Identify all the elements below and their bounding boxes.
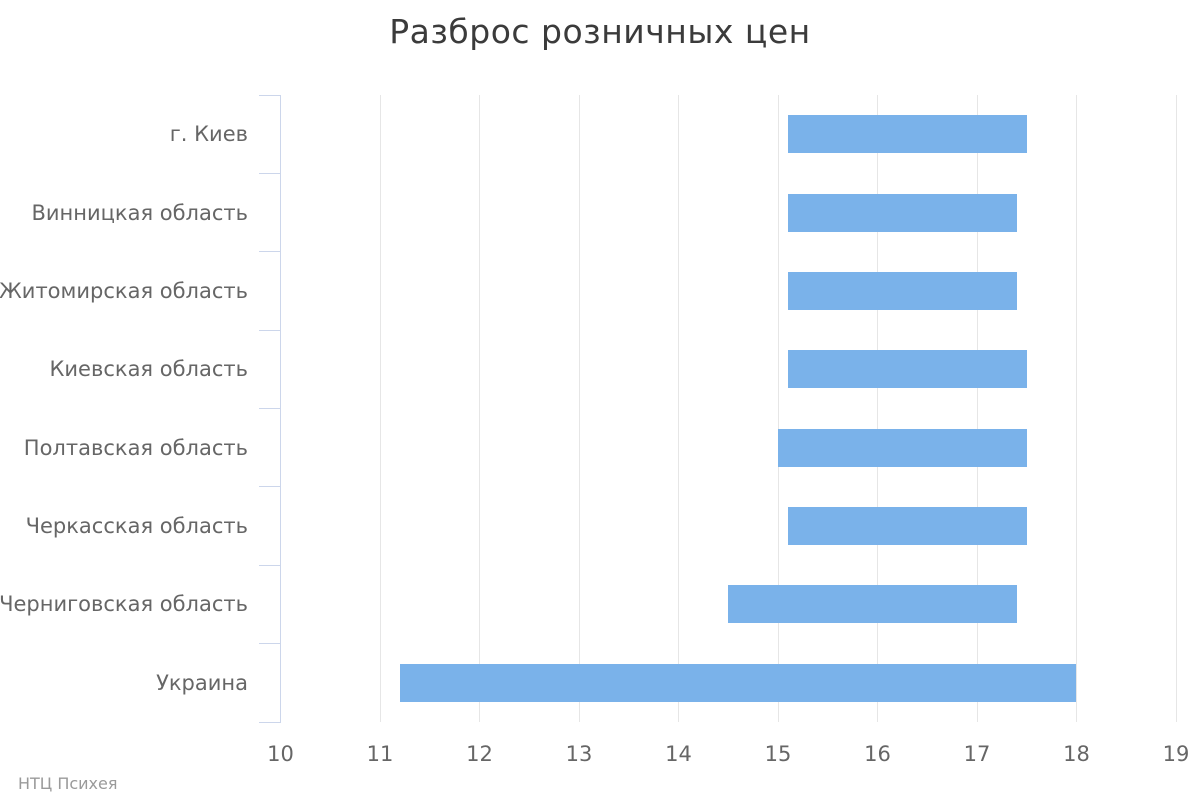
gridline (877, 95, 878, 722)
range-bar (787, 507, 1027, 546)
y-axis-line (280, 95, 281, 722)
y-axis-tick (258, 721, 281, 723)
y-axis-tick (258, 172, 281, 174)
x-tick-label: 17 (963, 742, 991, 766)
x-tick-label: 16 (864, 742, 891, 766)
gridline (379, 95, 381, 722)
category-label: Житомирская область (0, 278, 248, 303)
x-tick-label: 13 (565, 742, 593, 766)
category-label: Украина (156, 670, 248, 695)
x-tick-label: 12 (466, 742, 493, 766)
y-axis-tick (258, 251, 281, 253)
category-label: Полтавская область (23, 435, 248, 460)
gridline (479, 95, 480, 722)
chart-title: Разброс розничных цен (389, 12, 811, 51)
category-label: Киевская область (49, 357, 248, 382)
y-axis-tick (258, 486, 281, 488)
x-tick-label: 11 (366, 742, 394, 766)
range-bar (778, 428, 1027, 467)
x-tick-label: 15 (764, 742, 792, 766)
y-axis-tick (258, 408, 281, 409)
range-bar (787, 193, 1017, 232)
gridline (678, 95, 679, 722)
category-label: Черкасская область (25, 514, 248, 539)
x-tick-label: 14 (665, 742, 692, 766)
gridline (976, 95, 978, 722)
category-label: Винницкая область (31, 200, 248, 225)
range-bar (787, 350, 1027, 389)
gridline (578, 95, 580, 722)
gridline (1076, 95, 1077, 722)
range-bar (787, 115, 1027, 154)
x-tick-label: 18 (1063, 742, 1090, 766)
range-bar (728, 585, 1017, 624)
x-tick-label: 19 (1162, 742, 1190, 766)
credit-label: НТЦ Психея (18, 774, 118, 793)
gridline (1175, 95, 1177, 722)
category-label: г. Киев (169, 122, 248, 147)
category-label: Черниговская область (0, 592, 248, 617)
y-axis-tick (258, 564, 281, 566)
y-axis-tick (258, 329, 281, 331)
x-tick-label: 10 (267, 742, 294, 766)
range-bar (399, 663, 1077, 702)
y-axis-tick (258, 643, 281, 645)
gridline (777, 95, 779, 722)
y-axis-tick (258, 94, 281, 96)
range-bar (787, 271, 1017, 310)
